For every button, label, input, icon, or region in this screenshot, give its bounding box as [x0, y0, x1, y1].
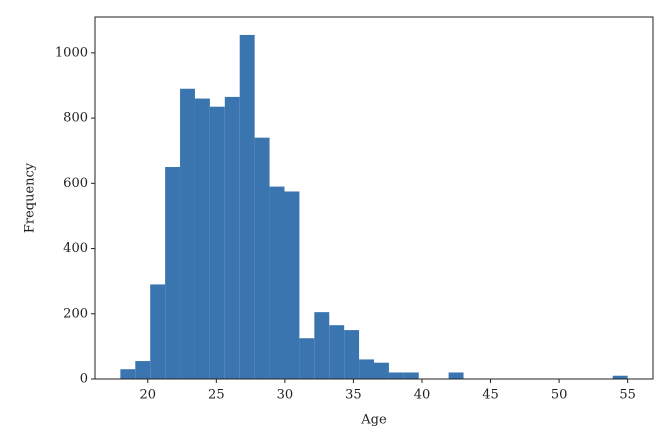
bar	[209, 106, 225, 379]
bar	[314, 312, 330, 379]
y-tick-label: 600	[63, 176, 88, 191]
x-tick-label: 25	[208, 388, 225, 403]
bar	[135, 361, 151, 379]
y-tick-label: 1000	[55, 45, 88, 60]
x-tick-label: 35	[345, 388, 362, 403]
y-tick-label: 800	[63, 111, 88, 126]
x-tick-label: 20	[140, 388, 157, 403]
bar	[329, 325, 345, 379]
bar	[239, 34, 255, 379]
bar	[448, 372, 464, 379]
bar	[388, 372, 404, 379]
x-tick-label: 50	[551, 388, 568, 403]
y-tick-label: 200	[63, 306, 88, 321]
bar	[254, 137, 270, 379]
bar	[374, 362, 389, 379]
bar	[120, 369, 136, 379]
bar	[224, 96, 240, 379]
plot-frame	[94, 16, 654, 380]
x-tick-label: 55	[619, 388, 636, 403]
x-tick-label: 40	[414, 388, 431, 403]
bar	[150, 284, 166, 379]
y-tick-label: 400	[63, 241, 88, 256]
bar	[403, 372, 419, 379]
bar	[269, 186, 285, 379]
bar	[165, 167, 181, 379]
x-tick-label: 30	[277, 388, 294, 403]
y-axis-label: Frequency	[23, 162, 38, 233]
y-tick-label: 0	[80, 372, 88, 387]
x-tick-label: 45	[482, 388, 499, 403]
bar	[359, 359, 374, 379]
bar	[284, 191, 300, 379]
bar	[194, 98, 210, 380]
x-axis-label: Age	[360, 413, 387, 428]
bar	[612, 375, 628, 379]
bar	[299, 338, 315, 379]
bar	[344, 330, 360, 379]
bar	[180, 88, 195, 380]
